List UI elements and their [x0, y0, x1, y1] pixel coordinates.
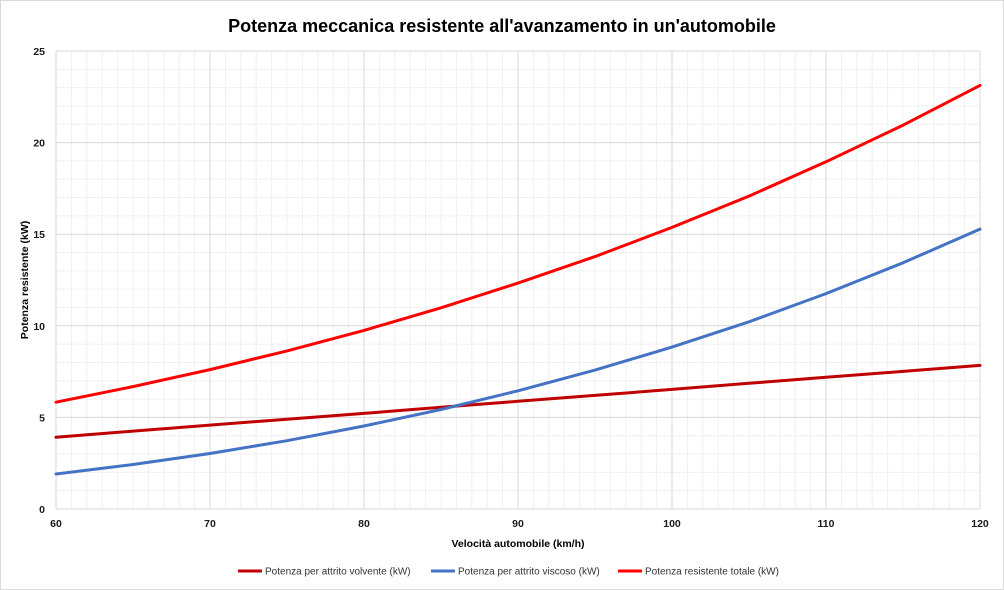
- legend-label: Potenza per attrito volvente (kW): [265, 567, 411, 578]
- chart-legend: Potenza per attrito volvente (kW) Potenza…: [238, 567, 779, 578]
- series-line-1: [54, 363, 982, 439]
- x-tick-label: 110: [818, 518, 835, 530]
- series-line-2: [54, 227, 982, 476]
- y-tick-label: 25: [33, 46, 45, 58]
- major-gridlines: [55, 50, 981, 510]
- chart-title: Potenza meccanica resistente all'avanzam…: [228, 16, 776, 36]
- y-tick-label: 0: [39, 504, 45, 516]
- x-tick-label: 70: [204, 518, 216, 530]
- x-axis-ticks: 60 70 80 90 100 110 120: [50, 518, 989, 530]
- x-axis-label: Velocità automobile (km/h): [451, 538, 584, 550]
- x-tick-label: 90: [512, 518, 524, 530]
- legend-label: Potenza per attrito viscoso (kW): [458, 567, 600, 578]
- series-lines: [54, 83, 982, 476]
- y-axis-ticks: 0 5 10 15 20 25: [33, 46, 45, 516]
- y-tick-label: 15: [33, 229, 45, 241]
- y-axis-label: Potenza resistente (kW): [19, 221, 31, 339]
- y-tick-label: 20: [33, 138, 45, 150]
- x-tick-label: 60: [50, 518, 62, 530]
- y-tick-label: 10: [33, 321, 45, 333]
- x-tick-label: 80: [358, 518, 370, 530]
- x-tick-label: 100: [663, 518, 681, 530]
- x-tick-label: 120: [971, 518, 989, 530]
- y-tick-label: 5: [39, 412, 45, 424]
- legend-label: Potenza resistente totale (kW): [645, 567, 779, 578]
- series-line-3: [54, 83, 982, 404]
